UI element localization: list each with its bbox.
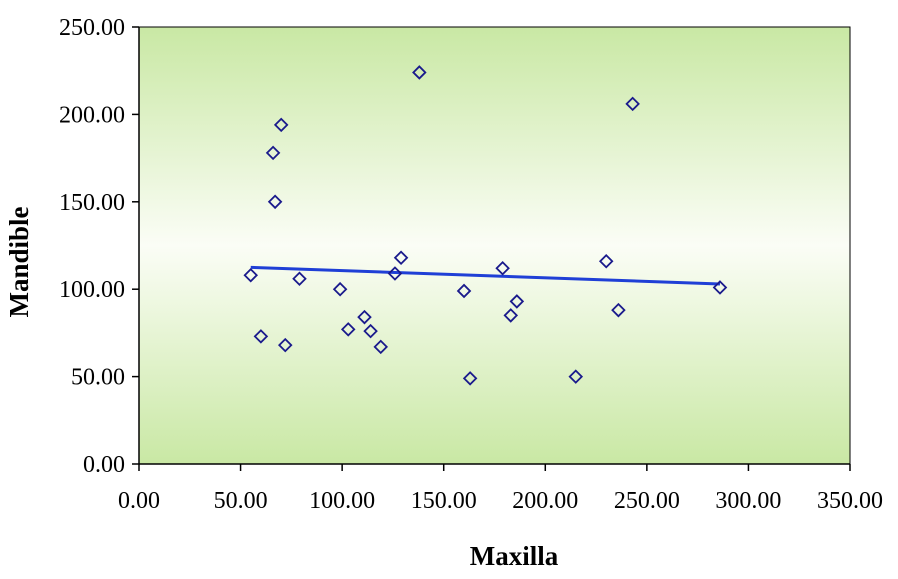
data-point [568,369,584,384]
x-tick-label: 150.00 [411,488,477,514]
plot-area [138,26,851,465]
points-layer [243,65,728,386]
data-point [292,271,307,286]
y-axis: 0.00 50.00 100.00 150.00 200.00 250.00 [59,15,140,478]
data-point [456,283,472,299]
data-point [462,371,478,386]
data-point [712,280,728,295]
data-point [253,329,269,344]
data-point [598,253,614,269]
data-point [412,65,427,80]
data-point [267,194,283,210]
data-point [373,339,389,355]
data-point [273,117,289,133]
data-point [243,267,259,283]
data-point [611,302,626,318]
data-point [495,260,510,276]
y-tick-label: 150.00 [59,190,125,216]
data-point [387,266,403,281]
x-axis-title: Maxilla [470,541,559,571]
data-point [625,96,640,112]
trendline [250,265,721,286]
y-axis-title: Mandible [4,206,34,317]
y-tick-label: 100.00 [59,277,125,303]
y-tick-label: 0.00 [83,452,125,478]
data-point [265,145,281,161]
x-tick-label: 200.00 [512,488,578,514]
y-tick-label: 50.00 [71,365,125,391]
y-tick-label: 200.00 [59,102,125,128]
data-point [340,322,356,337]
data-point [509,294,525,309]
x-tick-label: 300.00 [715,488,781,514]
data-point [277,337,293,353]
data-point [503,308,519,323]
x-tick-label: 100.00 [309,488,375,514]
x-tick-label: 50.00 [214,488,268,514]
x-tick-label: 350.00 [817,488,883,514]
data-point [393,250,409,266]
x-axis: 0.00 50.00 100.00 150.00 200.00 250.00 300.00 3… [118,463,883,514]
data-point [332,281,348,297]
data-point [357,309,372,325]
x-tick-label: 0.00 [118,488,160,514]
x-tick-label: 250.00 [614,488,680,514]
data-point [363,323,378,339]
trendline-layer [250,265,721,286]
y-tick-label: 250.00 [59,15,125,41]
